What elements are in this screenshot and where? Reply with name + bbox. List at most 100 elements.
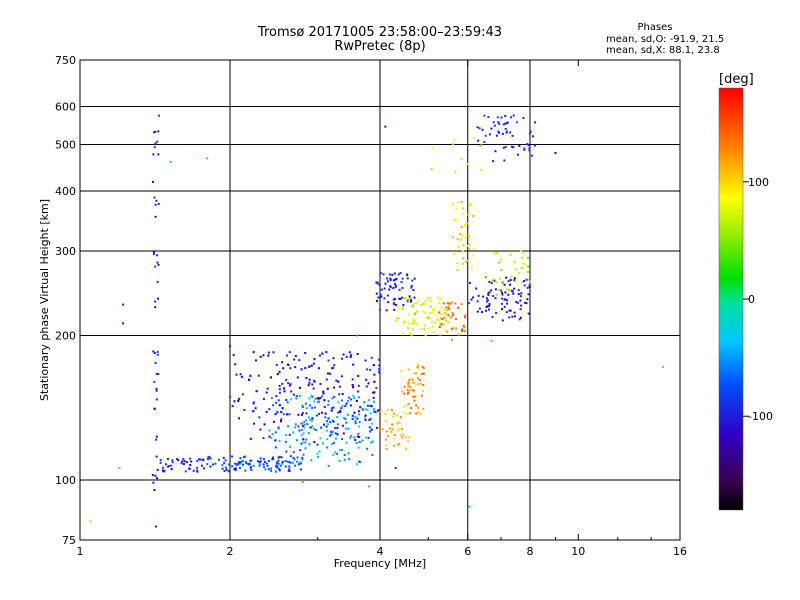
data-point	[395, 303, 398, 306]
data-point	[305, 438, 308, 441]
data-point	[402, 433, 405, 436]
y-axis: 75 100 200 300 400 500 600 750	[55, 54, 680, 547]
colorbar-tick-label: 0	[748, 293, 755, 306]
data-point	[392, 415, 395, 418]
data-point	[413, 303, 416, 306]
data-point	[262, 398, 265, 400]
data-point	[415, 372, 418, 375]
data-point	[258, 463, 261, 466]
data-point	[345, 441, 348, 444]
data-point	[332, 442, 335, 445]
data-point	[403, 320, 406, 323]
data-point	[208, 456, 211, 458]
data-point	[500, 291, 503, 294]
data-point	[354, 438, 357, 441]
data-point	[292, 451, 295, 454]
data-point	[454, 302, 457, 305]
data-point	[227, 470, 230, 473]
data-point	[346, 413, 349, 416]
data-point	[159, 459, 162, 462]
data-point	[199, 458, 202, 461]
data-point	[281, 461, 284, 463]
data-point	[316, 414, 318, 417]
data-point	[428, 296, 431, 299]
data-point	[379, 272, 382, 275]
data-point	[345, 355, 348, 358]
data-point	[510, 289, 513, 292]
data-point	[356, 417, 359, 420]
data-point	[505, 276, 508, 279]
data-point	[377, 296, 380, 299]
data-point	[358, 421, 361, 423]
data-point	[296, 460, 299, 463]
data-point	[504, 115, 507, 117]
data-point	[451, 236, 454, 239]
data-point	[268, 429, 271, 432]
data-point	[263, 423, 266, 426]
data-point	[321, 395, 324, 398]
data-point	[372, 391, 374, 394]
data-point	[412, 395, 415, 398]
data-points	[89, 114, 665, 528]
data-point	[326, 438, 329, 441]
data-point	[527, 256, 530, 259]
grid-lines	[80, 60, 680, 540]
data-point	[348, 351, 351, 354]
data-point	[326, 429, 329, 432]
data-point	[309, 426, 312, 429]
data-point	[333, 386, 335, 389]
data-point	[302, 438, 305, 441]
data-point	[392, 287, 395, 290]
data-point	[344, 427, 347, 430]
data-point	[229, 395, 232, 398]
x-tick-label: 4	[377, 545, 384, 558]
data-point	[373, 373, 376, 376]
data-point	[157, 263, 160, 266]
data-point	[268, 435, 271, 438]
data-point	[336, 433, 339, 436]
data-point	[202, 459, 205, 462]
data-point	[447, 302, 450, 305]
data-point	[462, 207, 464, 210]
data-point	[356, 334, 359, 337]
data-point	[335, 379, 338, 382]
data-point	[239, 373, 242, 376]
data-point	[155, 199, 158, 202]
data-point	[481, 311, 484, 313]
data-point	[389, 285, 392, 288]
data-point	[343, 454, 346, 456]
data-point	[350, 398, 353, 401]
data-point	[406, 412, 409, 415]
data-point	[222, 456, 225, 459]
data-point	[407, 321, 410, 324]
data-point	[403, 385, 406, 388]
data-point	[453, 218, 456, 221]
data-point	[483, 141, 486, 143]
data-point	[325, 378, 328, 381]
data-point	[529, 130, 532, 133]
data-point	[245, 462, 248, 465]
data-point	[429, 300, 432, 303]
data-point	[393, 444, 395, 447]
data-point	[518, 145, 521, 147]
data-point	[277, 459, 280, 462]
data-point	[459, 233, 462, 236]
data-point	[341, 438, 343, 441]
data-point	[231, 455, 233, 458]
data-point	[457, 201, 460, 204]
data-point	[389, 278, 392, 281]
data-point	[238, 467, 241, 469]
data-point	[286, 413, 289, 416]
data-point	[322, 392, 325, 395]
data-point	[399, 434, 402, 437]
data-point	[278, 468, 281, 471]
data-point	[167, 465, 170, 468]
data-point	[397, 443, 400, 446]
data-point	[155, 455, 158, 458]
data-point	[500, 268, 503, 271]
data-point	[246, 462, 249, 465]
data-point	[446, 313, 448, 316]
data-point	[490, 339, 493, 342]
data-point	[524, 264, 527, 267]
data-point	[181, 460, 184, 463]
